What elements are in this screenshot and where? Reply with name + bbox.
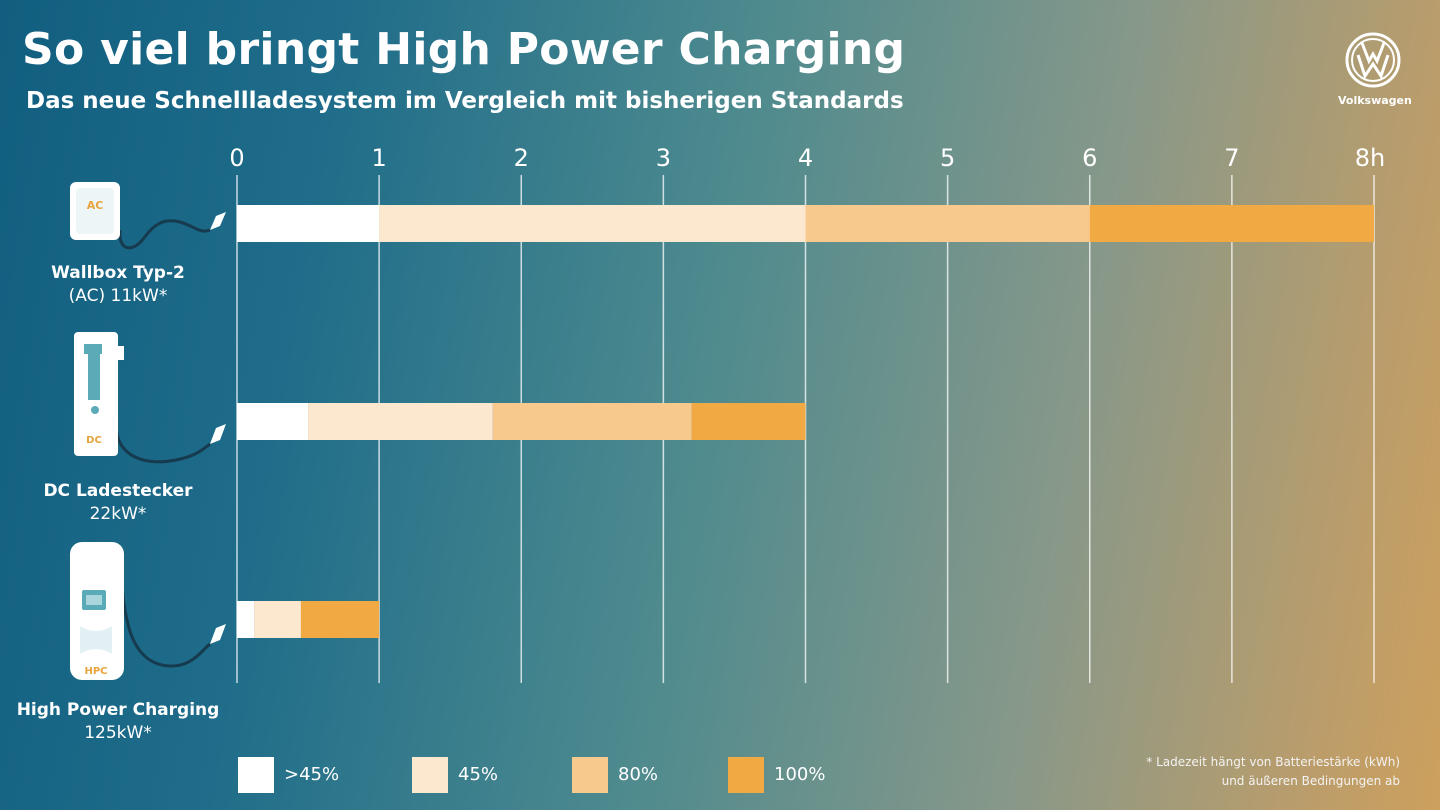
- chart-subtitle: Das neue Schnellladesystem im Vergleich …: [26, 88, 904, 114]
- footnote-line-2: und äußeren Bedingungen ab: [1221, 774, 1400, 788]
- legend-label: 100%: [774, 764, 826, 785]
- legend-swatch: [412, 757, 448, 793]
- x-tick-label: 8h: [1355, 144, 1385, 172]
- category-name: High Power Charging: [16, 700, 220, 720]
- vw-logo-icon: [1345, 32, 1401, 88]
- legend-label: 80%: [618, 764, 659, 785]
- x-tick-label: 1: [371, 144, 386, 172]
- x-axis-ticks: 0 1 2 3 4 5 6 7 8h: [229, 144, 1385, 172]
- category-power: (AC) 11kW*: [68, 286, 168, 306]
- bar-segment: [691, 403, 806, 440]
- bar-segment: [237, 205, 380, 242]
- chart-title: So viel bringt High Power Charging: [22, 24, 906, 75]
- footnote: * Ladezeit hängt von Batteriestärke (kWh…: [1146, 753, 1400, 791]
- bar-segment: [379, 205, 806, 242]
- category-power: 22kW*: [89, 504, 147, 524]
- legend-swatch: [572, 757, 608, 793]
- bar-segment: [300, 601, 380, 638]
- category-name: DC Ladestecker: [43, 481, 193, 501]
- hpc-charger-icon: HPC: [70, 542, 226, 680]
- legend-swatch: [728, 757, 764, 793]
- x-tick-label: 3: [656, 144, 671, 172]
- device-badge: DC: [86, 435, 102, 446]
- bar-segment: [805, 205, 1090, 242]
- x-tick-label: 0: [229, 144, 244, 172]
- volkswagen-logo: Volkswagen: [1338, 32, 1412, 107]
- x-tick-label: 5: [940, 144, 955, 172]
- device-badge: HPC: [84, 666, 107, 677]
- category-label-hpc: High Power Charging 125kW*: [8, 699, 228, 745]
- device-badge: AC: [87, 199, 104, 212]
- legend-label: 45%: [458, 764, 499, 785]
- category-label-dc: DC Ladestecker 22kW*: [28, 480, 208, 526]
- bars: [237, 205, 1374, 638]
- bar-segment: [492, 403, 692, 440]
- dc-charger-icon: DC: [74, 332, 226, 464]
- legend-label: >45%: [284, 764, 340, 785]
- bar-segment: [237, 601, 255, 638]
- footnote-line-1: * Ladezeit hängt von Batteriestärke (kWh…: [1146, 755, 1400, 769]
- category-label-wallbox: Wallbox Typ-2 (AC) 11kW*: [38, 262, 198, 308]
- bar-segment: [1089, 205, 1374, 242]
- category-name: Wallbox Typ-2: [51, 263, 185, 283]
- x-tick-label: 6: [1082, 144, 1097, 172]
- brand-name: Volkswagen: [1338, 94, 1412, 107]
- x-tick-label: 4: [798, 144, 813, 172]
- bar-segment: [308, 403, 493, 440]
- bar-segment: [254, 601, 301, 638]
- bar-segment: [237, 403, 309, 440]
- ac-wallbox-icon: AC: [70, 182, 226, 250]
- category-power: 125kW*: [84, 723, 152, 743]
- x-tick-label: 7: [1224, 144, 1239, 172]
- x-tick-label: 2: [514, 144, 529, 172]
- legend-swatch: [238, 757, 274, 793]
